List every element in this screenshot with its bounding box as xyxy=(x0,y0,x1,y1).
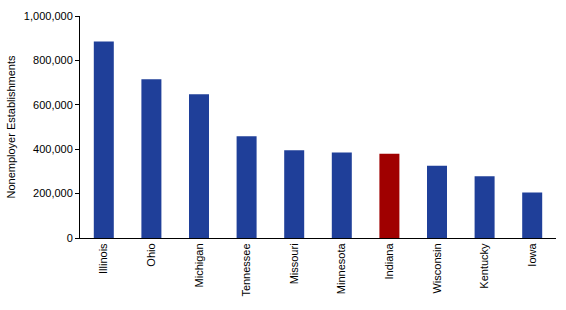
svg-text:Missouri: Missouri xyxy=(288,243,300,284)
svg-text:Minnesota: Minnesota xyxy=(335,243,347,295)
svg-text:200,000: 200,000 xyxy=(33,187,73,199)
svg-text:Tennessee: Tennessee xyxy=(240,243,252,296)
svg-text:800,000: 800,000 xyxy=(33,54,73,66)
svg-text:600,000: 600,000 xyxy=(33,99,73,111)
svg-text:0: 0 xyxy=(67,232,73,244)
svg-text:Kentucky: Kentucky xyxy=(478,243,490,289)
svg-text:Nonemployer Establishments: Nonemployer Establishments xyxy=(5,55,17,199)
svg-text:Ohio: Ohio xyxy=(145,243,157,266)
svg-text:Illinois: Illinois xyxy=(97,243,109,274)
svg-text:Iowa: Iowa xyxy=(526,243,538,267)
svg-text:Wisconsin: Wisconsin xyxy=(431,243,443,293)
svg-text:1,000,000: 1,000,000 xyxy=(24,10,73,22)
svg-text:Michigan: Michigan xyxy=(193,243,205,287)
svg-text:400,000: 400,000 xyxy=(33,143,73,155)
svg-text:Indiana: Indiana xyxy=(383,243,395,280)
